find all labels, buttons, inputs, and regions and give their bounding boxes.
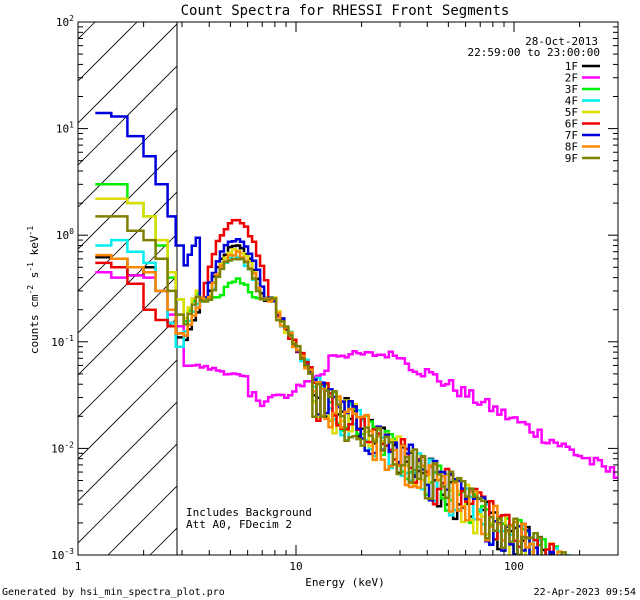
date-label: 28-Oct-2013: [525, 35, 598, 48]
y-axis: 102 101 100 10-1 10-2 10-3: [51, 14, 618, 562]
legend-label-5F: 5F: [565, 106, 578, 119]
series-line-2F: [95, 270, 618, 480]
series-layer: [95, 111, 618, 555]
y-axis-label: counts cm-2 s-1 keV-1: [26, 226, 41, 354]
x-tick-label: 10: [289, 560, 302, 573]
legend-label-2F: 2F: [565, 72, 578, 85]
y-tick-label: 10-2: [51, 440, 74, 455]
hatch-line: [78, 65, 177, 166]
y-tick-label: 101: [56, 121, 74, 136]
hatched-region: [0, 22, 640, 555]
x-axis: 1 10 100: [75, 22, 619, 573]
series-line-3F: [95, 183, 559, 555]
hatch-line: [0, 22, 11, 555]
hatch-line: [107, 485, 177, 555]
x-axis-label: Energy (keV): [305, 576, 384, 589]
legend-label-1F: 1F: [565, 60, 578, 73]
y-tick-label: 100: [56, 227, 74, 242]
x-tick-label: 100: [504, 560, 524, 573]
hatch-line: [78, 191, 177, 292]
hatch-line: [78, 233, 177, 334]
series-line-4F: [95, 238, 571, 555]
annotation-attenuator: Att A0, FDecim 2: [186, 518, 292, 531]
chart-title: Count Spectra for RHESSI Front Segments: [181, 3, 510, 19]
x-tick-label: 1: [75, 560, 82, 573]
y-tick-label: 102: [56, 14, 74, 29]
footer-timestamp: 22-Apr-2023 09:54: [534, 587, 636, 598]
legend-label-8F: 8F: [565, 141, 578, 154]
y-tick-label: 10-3: [51, 547, 74, 562]
hatch-line: [78, 23, 177, 124]
legend-label-4F: 4F: [565, 95, 578, 108]
legend-label-3F: 3F: [565, 83, 578, 96]
hatch-line: [78, 107, 177, 208]
annotation-background: Includes Background: [186, 506, 312, 519]
plot-frame: [77, 21, 619, 556]
hatch-line: [78, 401, 177, 502]
time-range-label: 22:59:00 to 23:00:00: [468, 46, 600, 59]
hatch-line: [78, 443, 177, 544]
footer-generated-by: Generated by hsi_min_spectra_plot.pro: [2, 587, 225, 598]
series-line-7F: [95, 111, 555, 555]
legend-label-9F: 9F: [565, 152, 578, 165]
series-line-1F: [95, 244, 555, 555]
series-line-5F: [95, 197, 563, 555]
series-line-9F: [95, 215, 567, 555]
legend-label-7F: 7F: [565, 129, 578, 142]
y-tick-label: 10-1: [51, 334, 74, 349]
hatch-line: [78, 275, 177, 376]
legend-label-6F: 6F: [565, 118, 578, 131]
hatch-line: [276, 22, 640, 555]
hatch-line: [78, 22, 138, 82]
